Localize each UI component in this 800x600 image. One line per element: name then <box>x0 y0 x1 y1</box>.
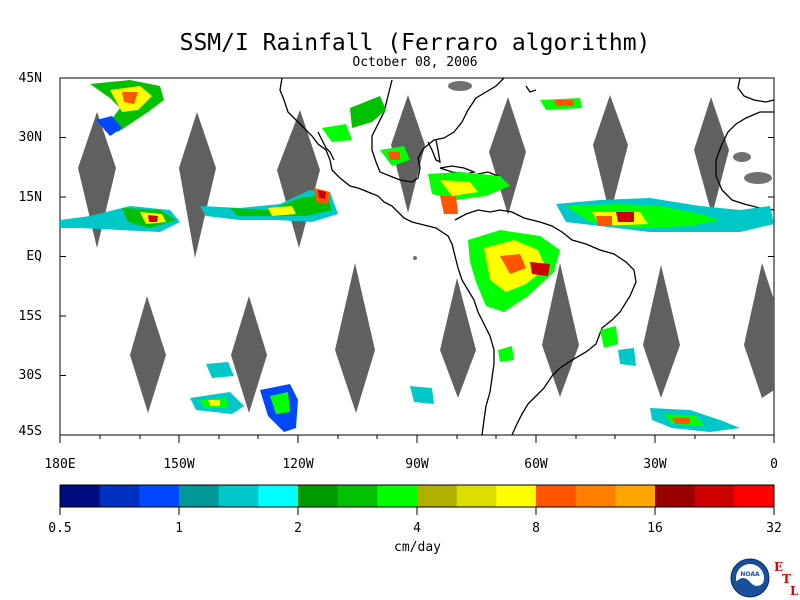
rain-patch <box>596 216 612 226</box>
rain-patch <box>122 92 138 104</box>
coast-baja <box>317 131 335 161</box>
island <box>448 81 472 91</box>
chart-date: October 08, 2006 <box>352 55 478 70</box>
rain-patch <box>500 254 526 274</box>
colorbar-label-0-5: 0.5 <box>48 521 72 536</box>
colorbar-units: cm/day <box>394 540 441 555</box>
lon-label-90w: 90W <box>405 457 429 472</box>
lon-label-150w: 150W <box>163 457 195 472</box>
coast-newfoundland <box>525 85 537 93</box>
rain-patch <box>322 124 352 142</box>
lat-label-eq: EQ <box>26 249 42 264</box>
swath-gap <box>643 265 680 398</box>
coast-iberia <box>737 77 775 103</box>
coast-gulf <box>371 77 505 183</box>
swath-gaps <box>78 95 774 413</box>
swath-gap <box>391 95 425 213</box>
rain-patch <box>672 418 690 424</box>
swath-gap <box>744 263 774 398</box>
lon-label-30w: 30W <box>643 457 667 472</box>
colorbar-label-8: 8 <box>532 521 540 536</box>
rain-patch <box>268 206 296 216</box>
noaa-logo[interactable]: NOAA <box>730 558 770 598</box>
lat-label-45s: 45S <box>18 424 42 439</box>
rain-patch <box>554 100 574 106</box>
coast-cuba <box>439 165 477 175</box>
rain-patch <box>230 194 332 216</box>
lat-ticks <box>60 77 774 436</box>
swath-gap <box>489 97 526 215</box>
swath-gap <box>179 112 216 258</box>
rain-patch <box>388 152 400 160</box>
rain-patch <box>318 190 326 199</box>
island <box>733 152 751 162</box>
rain-patches <box>60 80 774 432</box>
chart-title: SSM/I Rainfall (Ferraro algorithm) <box>179 30 651 56</box>
logo-text: NOAA <box>740 571 760 578</box>
lon-label-0: 0 <box>770 457 778 472</box>
islands <box>413 81 772 260</box>
rain-patch <box>270 392 290 414</box>
coast-africa <box>715 111 775 211</box>
swath-gap <box>593 95 628 215</box>
rain-patch <box>206 362 234 378</box>
rain-patch <box>616 212 634 222</box>
lat-label-30n: 30N <box>18 130 42 145</box>
island <box>744 172 772 184</box>
coast-north-america-west <box>279 77 456 257</box>
etl-letter-e: E <box>774 560 784 574</box>
swath-gap <box>440 278 476 398</box>
island <box>413 256 417 260</box>
swath-gap <box>694 97 729 215</box>
rain-patch <box>410 386 434 404</box>
colorbar-label-4: 4 <box>413 521 421 536</box>
rain-patch <box>530 262 550 276</box>
rain-patch <box>96 116 122 136</box>
rain-patch <box>498 346 514 362</box>
rain-patch <box>618 348 636 366</box>
coast-florida <box>427 139 441 164</box>
coast-south-america <box>454 209 637 436</box>
lon-label-180e: 180E <box>44 457 76 472</box>
lon-label-60w: 60W <box>524 457 548 472</box>
rain-patch <box>440 196 458 214</box>
lat-label-15s: 15S <box>18 309 42 324</box>
rain-patch <box>208 400 220 406</box>
rain-patch <box>440 180 478 196</box>
swath-gap <box>542 263 579 397</box>
lat-label-30s: 30S <box>18 368 42 383</box>
lon-label-120w: 120W <box>282 457 314 472</box>
rain-patch <box>148 215 158 222</box>
etl-letter-l: L <box>790 584 799 598</box>
swath-gap <box>231 296 267 413</box>
colorbar-label-2: 2 <box>294 521 302 536</box>
rain-patch <box>350 96 386 128</box>
lon-ticks <box>59 435 775 443</box>
coastlines <box>279 77 775 436</box>
colorbar-label-32: 32 <box>766 521 782 536</box>
swath-gap <box>277 110 320 248</box>
lat-label-15n: 15N <box>18 190 42 205</box>
rain-patch <box>600 326 618 348</box>
swath-gap <box>335 263 375 413</box>
lat-label-45n: 45N <box>18 71 42 86</box>
colorbar-label-1: 1 <box>175 521 183 536</box>
swath-gap <box>78 112 116 248</box>
colorbar-label-16: 16 <box>647 521 663 536</box>
swath-gap <box>130 296 166 413</box>
etl-letter-t: T <box>782 572 791 586</box>
